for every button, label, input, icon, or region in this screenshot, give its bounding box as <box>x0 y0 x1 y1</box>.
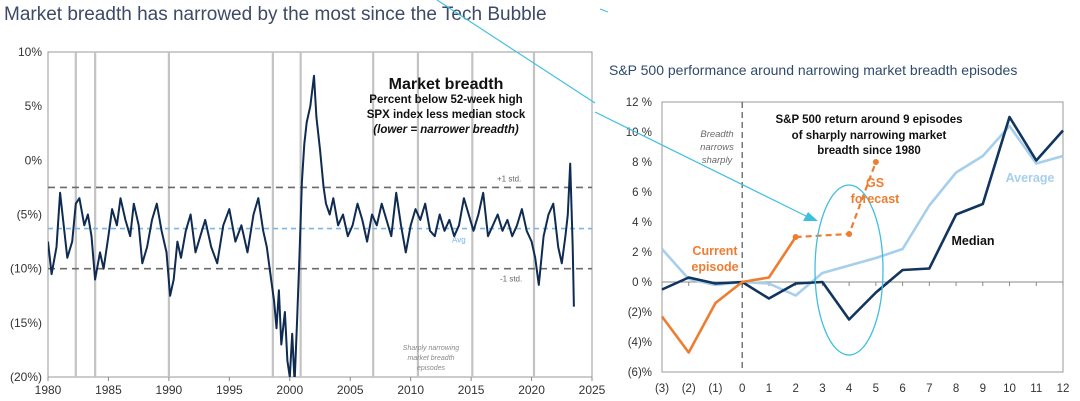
x-tick-label: 2 <box>792 383 798 395</box>
marker-label-line: Breadth <box>700 129 733 140</box>
y-tick-label: (15%) <box>10 316 42 330</box>
right-chart-title: S&P 500 performance around narrowing mar… <box>609 62 1018 78</box>
plus-1-std-label: +1 std. <box>497 174 521 183</box>
current-episode-label: episode <box>691 260 738 274</box>
y-tick-label: (5%) <box>17 208 42 222</box>
y-tick-label: (2)% <box>628 307 652 319</box>
y-tick-label: 8 % <box>632 157 652 169</box>
marker-label-line: narrows <box>700 142 734 153</box>
current-episode-series-line <box>660 236 797 354</box>
chart-subtitle-line: (lower = narrower breadth) <box>373 124 519 136</box>
x-tick-label: 2005 <box>337 383 364 397</box>
x-tick-label: 7 <box>926 383 932 395</box>
median-label: Median <box>951 234 994 248</box>
y-tick-label: 0% <box>25 153 43 167</box>
x-tick-label: (1) <box>708 383 722 395</box>
y-tick-label: 12 % <box>626 97 652 109</box>
x-tick-label: 2020 <box>518 383 545 397</box>
average-label: Average <box>1006 171 1055 185</box>
callout-arrowhead <box>803 212 818 221</box>
marker-label-line: sharply <box>702 155 734 166</box>
x-tick-label: (3) <box>655 383 669 395</box>
callout-segment-upper <box>436 0 596 104</box>
x-tick-label: 8 <box>953 383 959 395</box>
y-tick-label: 5% <box>25 99 43 113</box>
avg-label: Avg <box>452 236 466 245</box>
x-tick-label: 1980 <box>35 383 62 397</box>
annotation-line: S&P 500 return around 9 episodes <box>775 114 962 126</box>
callout-segment-lower <box>594 111 807 217</box>
x-tick-label: 6 <box>899 383 905 395</box>
x-tick-label: (2) <box>682 383 696 395</box>
callout-arrow <box>436 0 818 221</box>
y-tick-label: 2 % <box>632 247 652 259</box>
x-tick-label: 1985 <box>95 383 122 397</box>
x-tick-label: 12 <box>1057 383 1070 395</box>
median-series-line <box>661 115 1064 321</box>
y-tick-label: 10% <box>18 45 42 59</box>
minus-1-std-label: -1 std. <box>500 275 522 284</box>
callout-tail <box>599 8 609 13</box>
chart-subtitle-line: Percent below 52-week high <box>369 94 522 106</box>
x-tick-label: 1 <box>766 383 772 395</box>
x-tick-label: 5 <box>873 383 879 395</box>
x-tick-label: 2010 <box>397 383 424 397</box>
x-tick-label: 4 <box>846 383 853 395</box>
y-tick-label: 4 % <box>632 217 652 229</box>
episode-note-line: episodes <box>417 365 446 372</box>
x-tick-label: 9 <box>980 383 986 395</box>
chart-subtitle-line: SPX index less median stock <box>367 109 526 121</box>
annotation-line: of sharply narrowing market <box>792 130 947 142</box>
x-tick-label: 2015 <box>458 383 485 397</box>
current-episode-label: Current <box>692 244 738 258</box>
breadth-series-line <box>48 74 575 377</box>
episode-note-line: Sharply narrowing <box>403 345 460 352</box>
y-tick-label: (20%) <box>10 370 42 384</box>
y-tick-label: 6 % <box>632 187 652 199</box>
x-tick-label: 1995 <box>216 383 243 397</box>
chart-title: Market breadth <box>389 76 504 93</box>
gs-forecast-start-point <box>792 234 799 240</box>
annotation-line: breadth since 1980 <box>817 145 921 157</box>
gs-forecast-label: forecast <box>851 192 900 206</box>
x-tick-label: 1990 <box>156 383 183 397</box>
x-tick-label: 0 <box>739 383 745 395</box>
page-title: Market breadth has narrowed by the most … <box>4 4 547 25</box>
y-tick-label: 0 % <box>632 277 652 289</box>
market-breadth-chart: 10% 5% 0% (5%) (10%) (15%) (20%)1980 1985 1990 19… <box>10 45 606 397</box>
plot-frame <box>47 51 593 378</box>
gs-forecast-label: GS <box>866 176 884 190</box>
plot-frame <box>661 101 1064 373</box>
y-tick-label: (4)% <box>628 337 652 349</box>
x-tick-label: 3 <box>819 383 825 395</box>
sp500-performance-chart: 12 %10 %8 %6 %4 %2 %0 %(2)%(4)%(6)%(3)(2… <box>626 97 1070 395</box>
gs-forecast-mid-point <box>846 231 853 237</box>
highlight-ellipse <box>814 184 884 356</box>
y-tick-label: (10%) <box>10 262 42 276</box>
x-tick-label: 11 <box>1030 383 1042 395</box>
gs-forecast-end-point <box>872 159 879 165</box>
x-tick-label: 2000 <box>276 383 303 397</box>
episode-note-line: market breadth <box>407 355 454 362</box>
y-tick-label: (6)% <box>628 367 652 379</box>
x-tick-label: 2025 <box>579 383 606 397</box>
x-tick-label: 10 <box>1003 383 1016 395</box>
